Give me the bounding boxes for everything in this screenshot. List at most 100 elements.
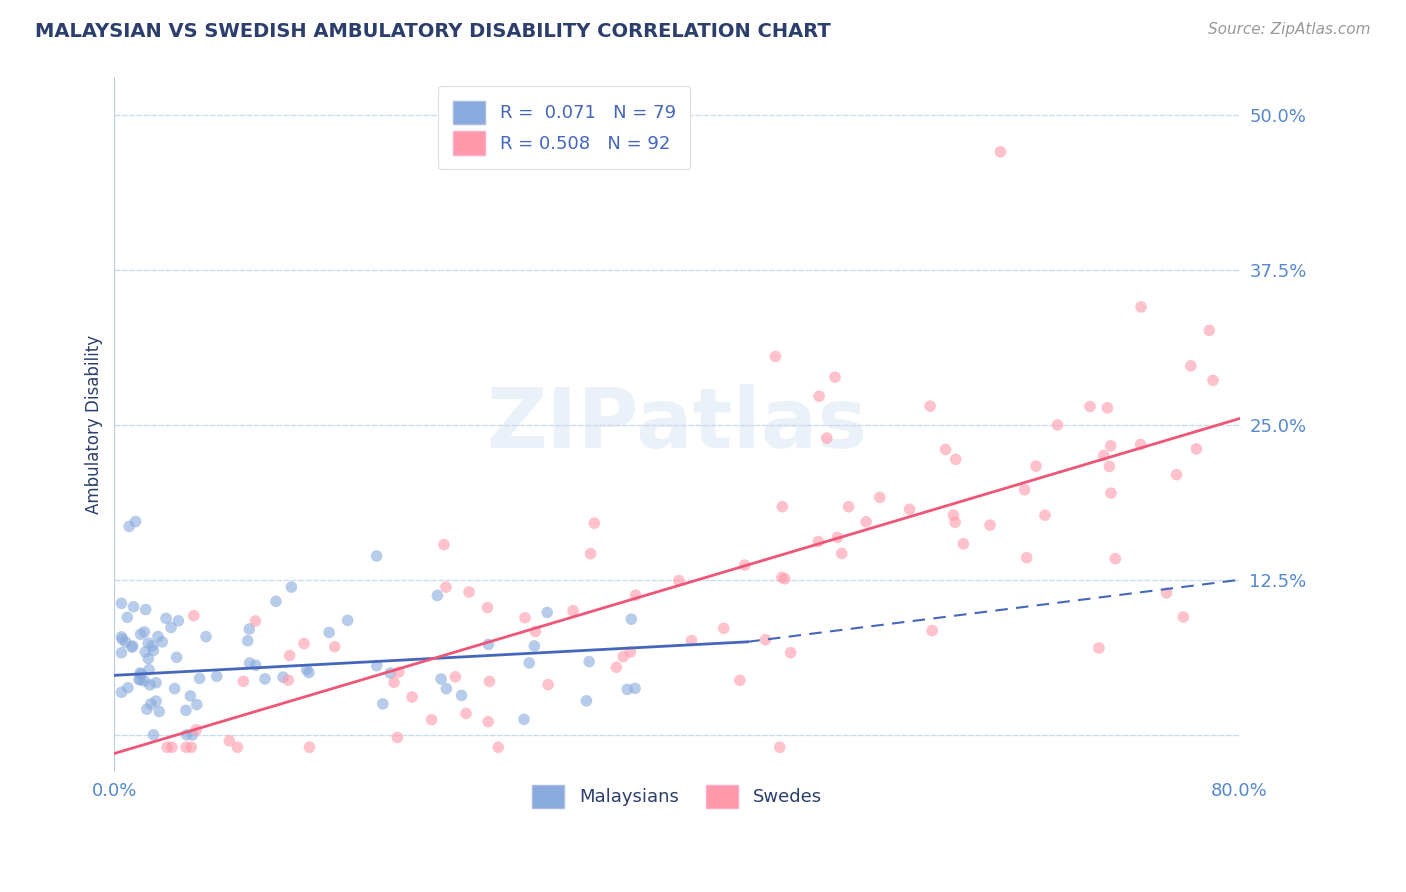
Point	[388, 665, 411, 679]
Point	[477, 714, 499, 729]
Point	[1173, 610, 1195, 624]
Point	[205, 669, 228, 683]
Point	[121, 640, 143, 654]
Point	[180, 740, 202, 755]
Point	[433, 538, 456, 552]
Point	[380, 666, 402, 681]
Point	[1129, 437, 1152, 451]
Point	[513, 712, 536, 726]
Point	[111, 632, 134, 647]
Point	[808, 389, 831, 403]
Point	[129, 666, 152, 681]
Point	[770, 500, 793, 514]
Point	[277, 673, 299, 688]
Point	[513, 611, 536, 625]
Point	[298, 740, 321, 755]
Point	[620, 612, 643, 626]
Point	[1104, 551, 1126, 566]
Point	[122, 599, 145, 614]
Point	[537, 678, 560, 692]
Point	[517, 656, 540, 670]
Point	[1198, 323, 1220, 337]
Point	[117, 610, 139, 624]
Point	[156, 740, 179, 755]
Point	[110, 646, 132, 660]
Point	[838, 500, 860, 514]
Point	[186, 698, 208, 712]
Point	[1130, 300, 1153, 314]
Point	[366, 658, 388, 673]
Point	[236, 633, 259, 648]
Point	[245, 658, 267, 673]
Point	[605, 660, 627, 674]
Point	[1099, 486, 1122, 500]
Point	[280, 580, 302, 594]
Point	[239, 656, 262, 670]
Point	[612, 649, 634, 664]
Point	[174, 703, 197, 717]
Point	[898, 502, 921, 516]
Point	[371, 697, 394, 711]
Point	[524, 624, 547, 639]
Point	[142, 643, 165, 657]
Point	[952, 537, 974, 551]
Point	[1015, 550, 1038, 565]
Point	[827, 530, 849, 544]
Point	[318, 625, 340, 640]
Point	[155, 611, 177, 625]
Point	[616, 682, 638, 697]
Point	[536, 606, 558, 620]
Point	[183, 608, 205, 623]
Point	[1097, 401, 1119, 415]
Point	[181, 728, 204, 742]
Point	[1098, 459, 1121, 474]
Point	[387, 731, 409, 745]
Point	[921, 624, 943, 638]
Point	[779, 646, 801, 660]
Point	[1166, 467, 1188, 482]
Y-axis label: Ambulatory Disability: Ambulatory Disability	[86, 335, 103, 515]
Point	[128, 673, 150, 687]
Point	[754, 632, 776, 647]
Point	[184, 723, 207, 737]
Point	[139, 678, 162, 692]
Point	[141, 639, 163, 653]
Point	[935, 442, 957, 457]
Point	[477, 637, 499, 651]
Point	[562, 604, 585, 618]
Point	[426, 589, 449, 603]
Point	[160, 740, 183, 755]
Point	[434, 681, 457, 696]
Point	[815, 431, 838, 445]
Point	[420, 713, 443, 727]
Point	[129, 627, 152, 641]
Point	[769, 740, 792, 755]
Point	[253, 672, 276, 686]
Point	[218, 733, 240, 747]
Point	[734, 558, 756, 573]
Point	[150, 635, 173, 649]
Point	[295, 663, 318, 677]
Point	[110, 596, 132, 610]
Point	[124, 515, 146, 529]
Point	[238, 622, 260, 636]
Point	[990, 145, 1012, 159]
Point	[979, 518, 1001, 533]
Point	[945, 452, 967, 467]
Point	[942, 508, 965, 523]
Point	[139, 697, 162, 711]
Point	[110, 630, 132, 644]
Point	[450, 689, 472, 703]
Point	[195, 630, 218, 644]
Point	[1046, 417, 1069, 432]
Point	[336, 614, 359, 628]
Point	[583, 516, 606, 531]
Point	[129, 673, 152, 687]
Point	[1092, 449, 1115, 463]
Point	[179, 689, 201, 703]
Point	[444, 670, 467, 684]
Point	[1078, 400, 1101, 414]
Point	[167, 614, 190, 628]
Point	[1156, 586, 1178, 600]
Point	[1180, 359, 1202, 373]
